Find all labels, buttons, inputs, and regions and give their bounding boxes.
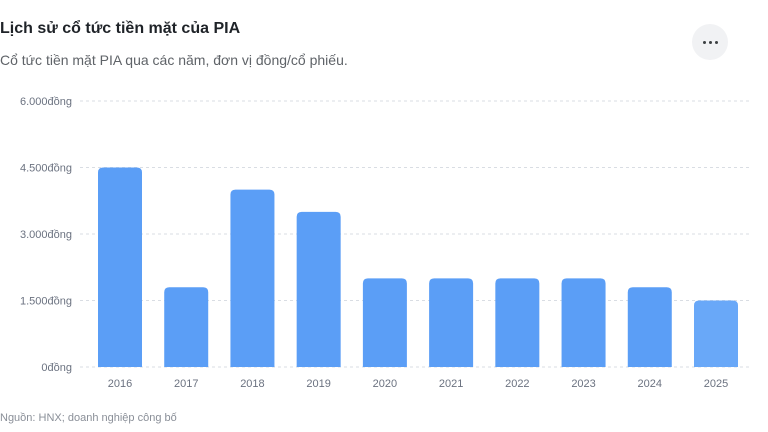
x-tick-label: 2020: [373, 378, 397, 390]
x-tick-label: 2017: [174, 378, 198, 390]
bar-2018[interactable]: [230, 189, 275, 367]
x-tick-label: 2024: [638, 378, 662, 390]
x-tick-label: 2025: [704, 378, 728, 390]
y-tick-label: 6.000đồng: [20, 96, 72, 108]
y-tick-label: 0đồng: [41, 362, 72, 374]
y-tick-label: 4.500đồng: [20, 163, 72, 175]
y-tick-label: 1.500đồng: [20, 296, 72, 308]
y-axis-ticks: 0đồng 1.500đồng 3.000đồng 4.500đồng 6.000đồn…: [20, 96, 72, 374]
bar-2025[interactable]: [694, 300, 738, 368]
bar-2021[interactable]: [429, 278, 474, 367]
bar-2020[interactable]: [362, 278, 407, 367]
bars: [98, 167, 738, 368]
bar-2019[interactable]: [296, 211, 341, 367]
source-note: Nguồn: HNX; doanh nghiệp công bố: [0, 412, 177, 424]
bar-2024[interactable]: [627, 287, 672, 367]
x-tick-label: 2016: [108, 378, 132, 390]
chart-title: Lịch sử cổ tức tiền mặt của PIA: [0, 20, 241, 37]
more-horizontal-icon: [702, 40, 706, 44]
bar-2016[interactable]: [98, 167, 142, 368]
bar-2023[interactable]: [561, 278, 606, 367]
more-horizontal-icon-dot: [714, 40, 718, 44]
x-tick-label: 2023: [571, 378, 595, 390]
x-tick-label: 2022: [505, 378, 529, 390]
y-tick-label: 3.000đồng: [20, 229, 72, 241]
more-options-button[interactable]: [692, 24, 728, 60]
chart-subtitle: Cổ tức tiền mặt PIA qua các năm, đơn vị …: [0, 52, 348, 68]
x-tick-label: 2018: [240, 378, 264, 390]
more-horizontal-icon-dot: [708, 40, 712, 44]
x-tick-label: 2021: [439, 378, 463, 390]
bar-2022[interactable]: [495, 278, 540, 367]
x-axis-ticks: 2016 2017 2018 2019 2020 2021 2022 2023 2024 2025: [108, 378, 728, 390]
x-tick-label: 2019: [306, 378, 330, 390]
bar-2017[interactable]: [164, 287, 209, 367]
